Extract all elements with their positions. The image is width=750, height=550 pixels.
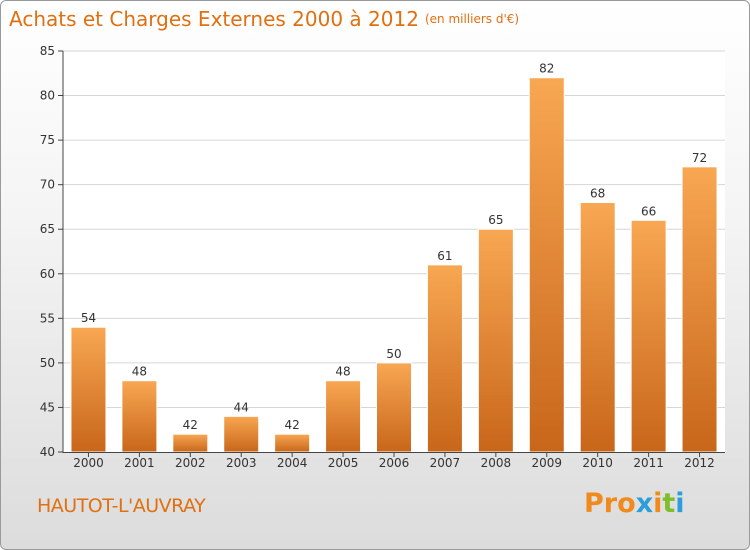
bar-2008: [477, 228, 514, 453]
x-tick-label-2011: 2011: [633, 456, 664, 470]
y-tick-label: 70: [40, 178, 55, 192]
bar-2002: [172, 433, 209, 453]
x-tick-label-2000: 2000: [73, 456, 104, 470]
data-label-2004: 42: [285, 418, 300, 432]
x-tick-label-2004: 2004: [277, 456, 308, 470]
data-label-2003: 44: [234, 400, 249, 414]
x-tick-label-2002: 2002: [175, 456, 206, 470]
data-label-2007: 61: [437, 249, 452, 263]
data-label-2008: 65: [488, 213, 503, 227]
logo-letter: x: [635, 488, 654, 519]
data-label-2010: 68: [590, 186, 605, 200]
x-tick-label-2012: 2012: [684, 456, 715, 470]
logo-letter: i: [653, 488, 663, 519]
bar-2004: [274, 433, 311, 453]
logo-letter: o: [617, 488, 636, 519]
y-tick-label: 60: [40, 267, 55, 281]
bar-2010: [579, 201, 616, 453]
commune-name: HAUTOT-L'AUVRAY: [37, 495, 206, 517]
bar-2009: [528, 77, 565, 453]
bar-2003: [223, 415, 260, 453]
logo-letter: t: [662, 488, 676, 519]
proxiti-logo: Proxiti: [584, 488, 685, 519]
bar-2007: [426, 264, 463, 453]
logo-letter: i: [675, 488, 685, 519]
x-tick-label-2007: 2007: [430, 456, 461, 470]
data-label-2011: 66: [641, 204, 656, 218]
logo-letter: P: [584, 488, 604, 519]
data-label-2000: 54: [81, 311, 96, 325]
y-tick-label: 55: [40, 311, 55, 325]
data-label-2002: 42: [183, 418, 198, 432]
y-tick-label: 65: [40, 222, 55, 236]
x-tick-label-2010: 2010: [582, 456, 613, 470]
chart-title: Achats et Charges Externes 2000 à 2012: [9, 7, 419, 31]
x-tick-label-2009: 2009: [531, 456, 562, 470]
x-tick-label-2005: 2005: [328, 456, 359, 470]
bar-2000: [70, 326, 107, 453]
y-tick-label: 85: [40, 44, 55, 58]
data-label-2009: 82: [539, 62, 554, 76]
data-label-2001: 48: [132, 365, 147, 379]
bar-2001: [121, 380, 158, 453]
bar-2005: [325, 380, 362, 453]
y-tick-label: 75: [40, 133, 55, 147]
data-label-2005: 48: [335, 365, 350, 379]
chart-unit: (en milliers d'€): [424, 12, 520, 26]
y-tick-label: 45: [40, 400, 55, 414]
y-tick-label: 80: [40, 89, 55, 103]
x-tick-label-2003: 2003: [226, 456, 257, 470]
chart-title-block: Achats et Charges Externes 2000 à 2012 (e…: [9, 7, 519, 31]
logo-letter: r: [603, 488, 618, 519]
x-tick-label-2001: 2001: [124, 456, 155, 470]
bar-2006: [376, 362, 412, 453]
data-label-2012: 72: [692, 151, 707, 165]
data-label-2006: 50: [386, 347, 401, 361]
y-tick-label: 40: [40, 445, 55, 459]
x-tick-label-2008: 2008: [481, 456, 512, 470]
x-tick-label-2006: 2006: [379, 456, 410, 470]
bar-2011: [630, 219, 667, 453]
y-tick-label: 50: [40, 356, 55, 370]
bar-2012: [681, 166, 718, 453]
